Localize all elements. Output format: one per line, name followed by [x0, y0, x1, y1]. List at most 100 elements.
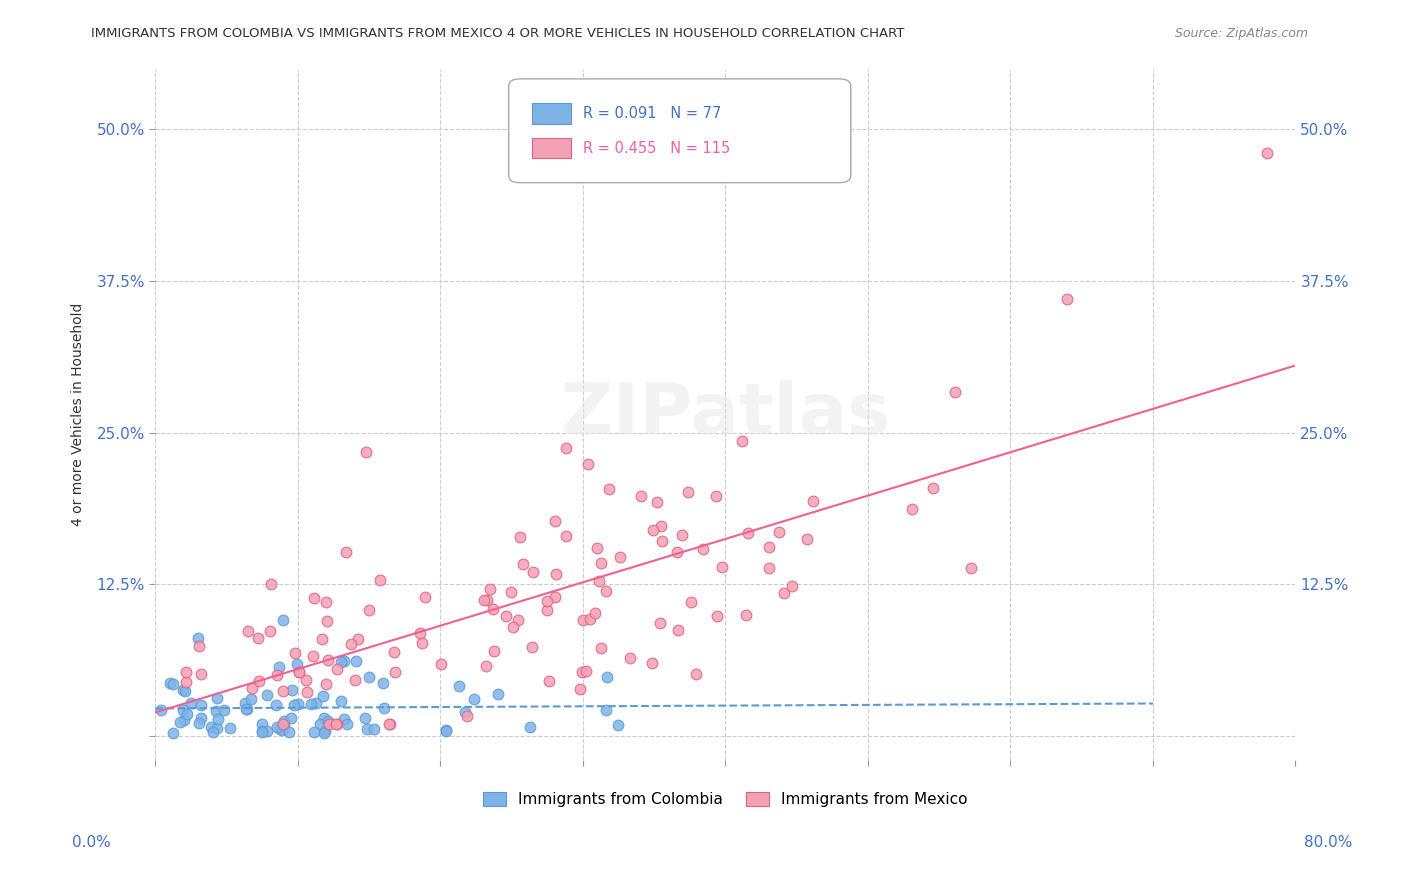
Point [256, 688, 278, 702]
Point [384, 665, 406, 680]
Point [267, 660, 290, 674]
Point [1056, 292, 1078, 306]
Point [329, 694, 352, 708]
Point [219, 721, 242, 735]
Point [250, 723, 273, 738]
Point [758, 540, 780, 554]
Point [411, 636, 433, 650]
Point [299, 697, 322, 711]
Point [176, 707, 198, 722]
Point [368, 574, 391, 588]
Point [332, 654, 354, 668]
Point [325, 717, 347, 731]
Point [285, 657, 308, 672]
Point [311, 632, 333, 646]
Point [477, 593, 499, 607]
Point [648, 615, 671, 630]
Point [571, 665, 593, 679]
Point [579, 612, 602, 626]
Point [609, 549, 631, 564]
Point [150, 703, 173, 717]
Point [162, 726, 184, 740]
Text: IMMIGRANTS FROM COLOMBIA VS IMMIGRANTS FROM MEXICO 4 OR MORE VEHICLES IN HOUSEHO: IMMIGRANTS FROM COLOMBIA VS IMMIGRANTS F… [91, 27, 905, 40]
Point [266, 720, 288, 734]
Point [506, 613, 529, 627]
Point [271, 613, 294, 627]
Point [711, 559, 734, 574]
Point [247, 631, 270, 645]
Point [266, 668, 288, 682]
Point [354, 444, 377, 458]
Point [288, 665, 311, 679]
Point [554, 529, 576, 543]
Point [650, 519, 672, 533]
Point [271, 717, 294, 731]
Point [280, 711, 302, 725]
Point [588, 574, 610, 589]
Text: 80.0%: 80.0% [1305, 836, 1353, 850]
Point [343, 673, 366, 688]
Point [378, 717, 401, 731]
Point [295, 684, 318, 698]
Point [176, 665, 198, 679]
Point [796, 533, 818, 547]
Point [704, 489, 727, 503]
Point [509, 530, 531, 544]
Point [169, 714, 191, 729]
Point [607, 718, 630, 732]
Point [325, 717, 347, 731]
Point [287, 665, 309, 680]
Point [731, 434, 754, 448]
Point [259, 624, 281, 639]
Point [233, 696, 256, 710]
Point [536, 594, 558, 608]
Point [235, 702, 257, 716]
Point [591, 557, 613, 571]
Point [314, 711, 336, 725]
Point [354, 711, 377, 725]
Point [162, 677, 184, 691]
Point [316, 614, 339, 628]
Point [271, 723, 294, 737]
Point [326, 661, 349, 675]
Point [269, 722, 291, 736]
Point [205, 690, 228, 705]
Point [212, 703, 235, 717]
Point [641, 657, 664, 671]
Point [256, 723, 278, 738]
Point [190, 711, 212, 725]
Point [250, 717, 273, 731]
Point [188, 639, 211, 653]
Point [316, 714, 339, 728]
Point [173, 713, 195, 727]
Point [190, 698, 212, 712]
Point [330, 656, 353, 670]
Legend: Immigrants from Colombia, Immigrants from Mexico: Immigrants from Colombia, Immigrants fro… [475, 785, 976, 815]
Point [159, 676, 181, 690]
Point [316, 653, 339, 667]
Point [236, 624, 259, 638]
Point [568, 682, 591, 697]
Point [671, 528, 693, 542]
Point [589, 641, 612, 656]
Point [666, 545, 689, 559]
Point [357, 670, 380, 684]
Point [247, 674, 270, 689]
Point [311, 690, 333, 704]
Point [174, 684, 197, 698]
Point [373, 701, 395, 715]
Point [522, 565, 544, 579]
Point [537, 673, 560, 688]
Point [371, 676, 394, 690]
Point [454, 706, 477, 720]
Point [174, 674, 197, 689]
Point [281, 683, 304, 698]
Point [202, 725, 225, 739]
Point [312, 726, 335, 740]
Point [575, 664, 598, 678]
Point [180, 696, 202, 710]
Point [651, 534, 673, 549]
Point [598, 482, 620, 496]
Point [409, 626, 432, 640]
Point [295, 673, 318, 688]
